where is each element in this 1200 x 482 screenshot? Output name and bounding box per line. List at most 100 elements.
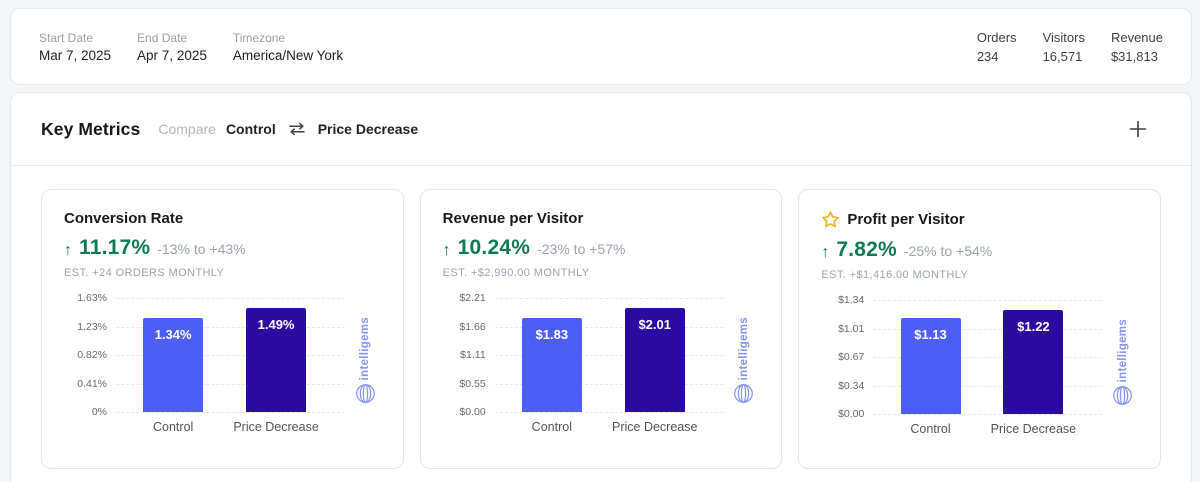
timezone-label: Timezone (232, 30, 286, 45)
visitors-stat: Visitors 16,571 (1043, 30, 1085, 64)
card-title: Revenue per Visitor (442, 210, 584, 227)
y-axis-tick: $0.67 (838, 351, 865, 363)
gridline (116, 355, 345, 356)
estimate-label: EST. +$2,990.00 MONTHLY (442, 267, 590, 279)
gridline (494, 355, 724, 356)
timezone-value[interactable]: America/New York (232, 47, 344, 63)
bar-value-label: 1.49% (257, 316, 295, 332)
y-axis-tick: $0.55 (459, 377, 486, 390)
bar-value-label: $1.83 (535, 326, 569, 342)
x-axis-label: Price Decrease (612, 420, 698, 434)
gridline (873, 357, 1103, 358)
change-range: -23% to +57% (537, 241, 626, 257)
change-value: 10.24% (457, 236, 531, 259)
y-axis-tick: 0% (91, 406, 107, 418)
intelligems-watermark: intelligems (355, 317, 376, 404)
end-date-label: End Date (137, 30, 188, 45)
bar-price-decrease: $1.22 (1003, 310, 1064, 414)
y-axis-tick: 0.82% (77, 349, 107, 361)
compare-variant-a[interactable]: Control (225, 121, 276, 137)
metric-cards-row: Conversion Rate ↑ 11.17% -13% to +43% EST. +… (11, 166, 1191, 482)
end-date-value[interactable]: Apr 7, 2025 (137, 47, 207, 63)
gridline (494, 412, 724, 413)
key-metrics-panel: Key Metrics Compare Control Price Decrea… (10, 92, 1192, 482)
gridline (873, 300, 1103, 301)
start-date-value[interactable]: Mar 7, 2025 (39, 47, 112, 63)
orders-stat: Orders 234 (977, 30, 1017, 64)
y-axis-tick: 0.41% (77, 377, 107, 390)
bar-control: $1.83 (521, 317, 582, 412)
y-axis-tick: 1.23% (77, 320, 107, 333)
start-date-field[interactable]: Start Date Mar 7, 2025 (39, 31, 111, 63)
card-title-row: Profit per Visitor (821, 210, 1138, 229)
change-row: ↑ 10.24% -23% to +57% (443, 236, 760, 260)
star-icon[interactable] (821, 210, 840, 229)
metric-card-2: Profit per Visitor ↑ 7.82% -25% to +54% EST.… (798, 189, 1162, 469)
x-axis-label: Price Decrease (990, 422, 1077, 436)
add-metric-button[interactable] (1123, 114, 1153, 144)
y-axis-tick: $1.34 (838, 294, 865, 306)
bar-value-label: $2.01 (638, 317, 671, 333)
gridline (494, 298, 724, 299)
orders-stat-label: Orders (976, 29, 1017, 45)
metric-card-1: Revenue per Visitor ↑ 10.24% -23% to +57% ES… (419, 189, 783, 469)
change-value: 7.82% (836, 238, 897, 261)
revenue-stat: Revenue $31,813 (1111, 30, 1163, 64)
x-axis-label: Control (531, 420, 572, 434)
y-axis-tick: $0.00 (459, 406, 486, 418)
bar-value-label: $1.13 (914, 326, 947, 342)
gem-logo-icon (733, 383, 754, 404)
change-value: 11.17% (79, 236, 151, 259)
estimate-label: EST. +24 ORDERS MONTHLY (64, 267, 225, 279)
y-axis-tick: 1.63% (77, 292, 107, 304)
card-title: Conversion Rate (64, 210, 184, 227)
watermark-text: intelligems (737, 316, 750, 380)
end-date-field[interactable]: End Date Apr 7, 2025 (137, 31, 207, 63)
arrow-up-icon: ↑ (64, 242, 72, 259)
bar-chart: $2.21 $1.66 $1.11 $0.55 $0.00 $1.83 Control $2.… (459, 292, 754, 434)
swap-icon[interactable] (286, 122, 308, 136)
orders-stat-value: 234 (976, 48, 999, 64)
gridline (494, 383, 724, 385)
gridline (873, 385, 1103, 387)
y-axis-tick: $0.34 (838, 379, 865, 392)
gridline (494, 326, 724, 328)
visitors-stat-label: Visitors (1042, 29, 1085, 45)
card-title-row: Revenue per Visitor (443, 210, 760, 227)
bar-value-label: $1.22 (1017, 319, 1050, 335)
summary-topbar: Start Date Mar 7, 2025 End Date Apr 7, 2025… (10, 8, 1192, 85)
bar-price-decrease: 1.49% (246, 307, 307, 412)
compare-variant-b[interactable]: Price Decrease (317, 121, 419, 137)
timezone-field[interactable]: Timezone America/New York (233, 31, 343, 63)
change-range: -25% to +54% (903, 243, 993, 259)
key-metrics-title: Key Metrics (41, 118, 141, 139)
bar-chart: $1.34 $1.01 $0.67 $0.34 $0.00 $1.13 Control $1.… (838, 294, 1132, 436)
gem-logo-icon (1112, 385, 1133, 406)
compare-label: Compare (158, 121, 216, 137)
arrow-up-icon: ↑ (821, 244, 830, 261)
arrow-up-icon: ↑ (442, 242, 451, 259)
visitors-stat-value: 16,571 (1042, 48, 1083, 64)
gridline (116, 298, 345, 299)
intelligems-watermark: intelligems (1112, 319, 1133, 406)
gridline (873, 328, 1103, 330)
change-row: ↑ 7.82% -25% to +54% (821, 238, 1138, 262)
card-title: Profit per Visitor (847, 211, 965, 228)
revenue-stat-value: $31,813 (1110, 48, 1158, 64)
gridline (116, 412, 345, 413)
y-axis-tick: $2.21 (459, 292, 486, 304)
x-axis-label: Control (910, 422, 951, 436)
change-row: ↑ 11.17% -13% to +43% (64, 236, 381, 260)
gridline (116, 383, 345, 385)
estimate-label: EST. +$1,416.00 MONTHLY (821, 269, 969, 281)
date-range-group: Start Date Mar 7, 2025 End Date Apr 7, 2025… (39, 31, 343, 63)
gridline (116, 326, 345, 328)
bar-value-label: 1.34% (154, 327, 192, 343)
x-axis-label: Price Decrease (233, 420, 319, 434)
gridline (873, 414, 1103, 415)
metric-card-0: Conversion Rate ↑ 11.17% -13% to +43% EST. +… (41, 189, 404, 469)
y-axis-tick: $1.66 (459, 320, 486, 333)
change-range: -13% to +43% (157, 241, 246, 257)
start-date-label: Start Date (39, 30, 94, 45)
bar-chart: 1.63% 1.23% 0.82% 0.41% 0% 1.34% Control 1.49% P… (77, 292, 375, 434)
